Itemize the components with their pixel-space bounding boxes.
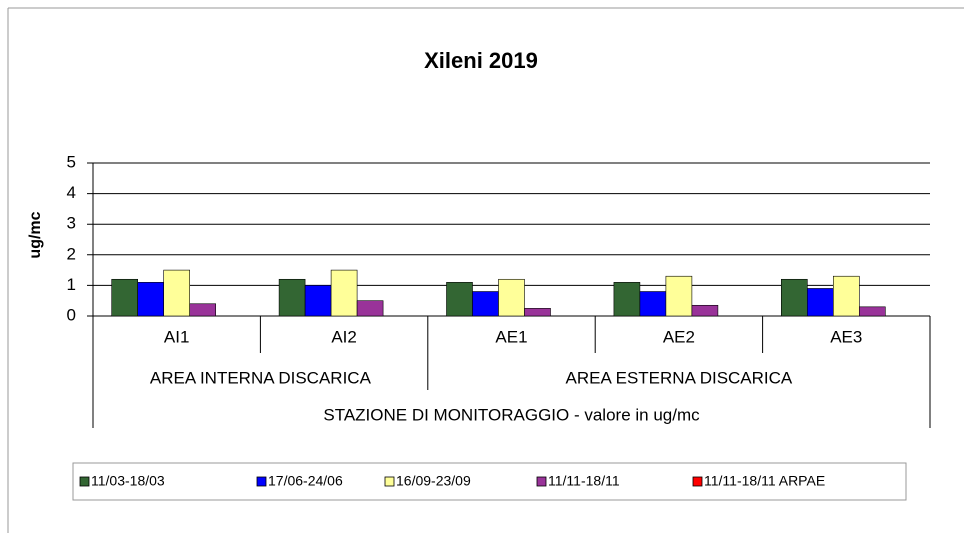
group-label: AREA INTERNA DISCARICA	[150, 368, 372, 387]
legend-swatch	[536, 476, 547, 487]
x-tick-label: AE1	[495, 327, 527, 346]
y-tick-label: 1	[67, 275, 76, 294]
bar	[858, 306, 886, 317]
bar	[189, 303, 216, 317]
y-tick-label: 2	[67, 244, 76, 263]
legend-swatch	[79, 476, 90, 487]
bar	[111, 278, 138, 317]
y-tick-label: 3	[67, 214, 76, 233]
legend-swatch	[256, 476, 267, 487]
bar	[498, 278, 525, 317]
bar	[806, 288, 834, 317]
y-tick-label: 5	[67, 152, 76, 171]
bar	[137, 282, 164, 317]
x-tick-label: AE3	[830, 327, 862, 346]
bar	[613, 282, 641, 317]
bar	[163, 269, 190, 317]
group-label: AREA ESTERNA DISCARICA	[566, 368, 793, 387]
x-axis-label: STAZIONE DI MONITORAGGIO - valore in ug/…	[323, 405, 700, 424]
bar	[356, 300, 384, 317]
legend-swatch	[692, 476, 703, 487]
legend-box	[72, 462, 907, 501]
legend-label: 16/09-23/09	[396, 473, 471, 489]
bar	[639, 291, 667, 317]
y-axis-label: ug/mc	[27, 211, 44, 258]
bar	[691, 304, 719, 317]
chart-title: Xileni 2019	[424, 48, 538, 73]
legend-label: 11/11-18/11	[548, 473, 620, 489]
bar	[446, 282, 473, 317]
legend-label: 17/06-24/06	[268, 473, 343, 489]
x-tick-label: AI2	[331, 327, 357, 346]
y-tick-label: 0	[67, 305, 76, 324]
legend-swatch	[384, 476, 395, 487]
bar	[472, 291, 499, 317]
x-tick-label: AE2	[663, 327, 695, 346]
legend-label: 11/03-18/03	[91, 473, 165, 489]
bar	[304, 285, 332, 317]
bar	[665, 275, 693, 317]
bar	[278, 278, 306, 317]
bar	[330, 269, 358, 317]
legend-label: 11/11-18/11 ARPAE	[704, 473, 825, 489]
y-tick-label: 4	[67, 183, 76, 202]
bar	[832, 275, 860, 317]
bar	[524, 308, 551, 317]
bar	[780, 278, 808, 317]
x-tick-label: AI1	[164, 327, 190, 346]
